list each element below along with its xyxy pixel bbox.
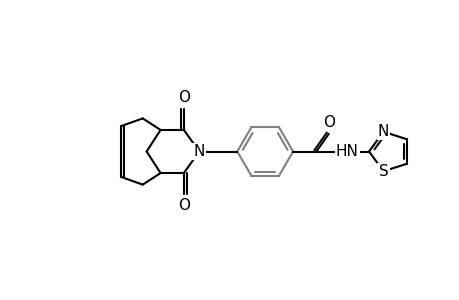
- Text: O: O: [323, 115, 335, 130]
- Text: O: O: [178, 198, 190, 213]
- Text: O: O: [178, 90, 190, 105]
- Text: N: N: [193, 144, 205, 159]
- Text: S: S: [378, 164, 387, 179]
- Text: N: N: [377, 124, 388, 139]
- Text: HN: HN: [335, 144, 358, 159]
